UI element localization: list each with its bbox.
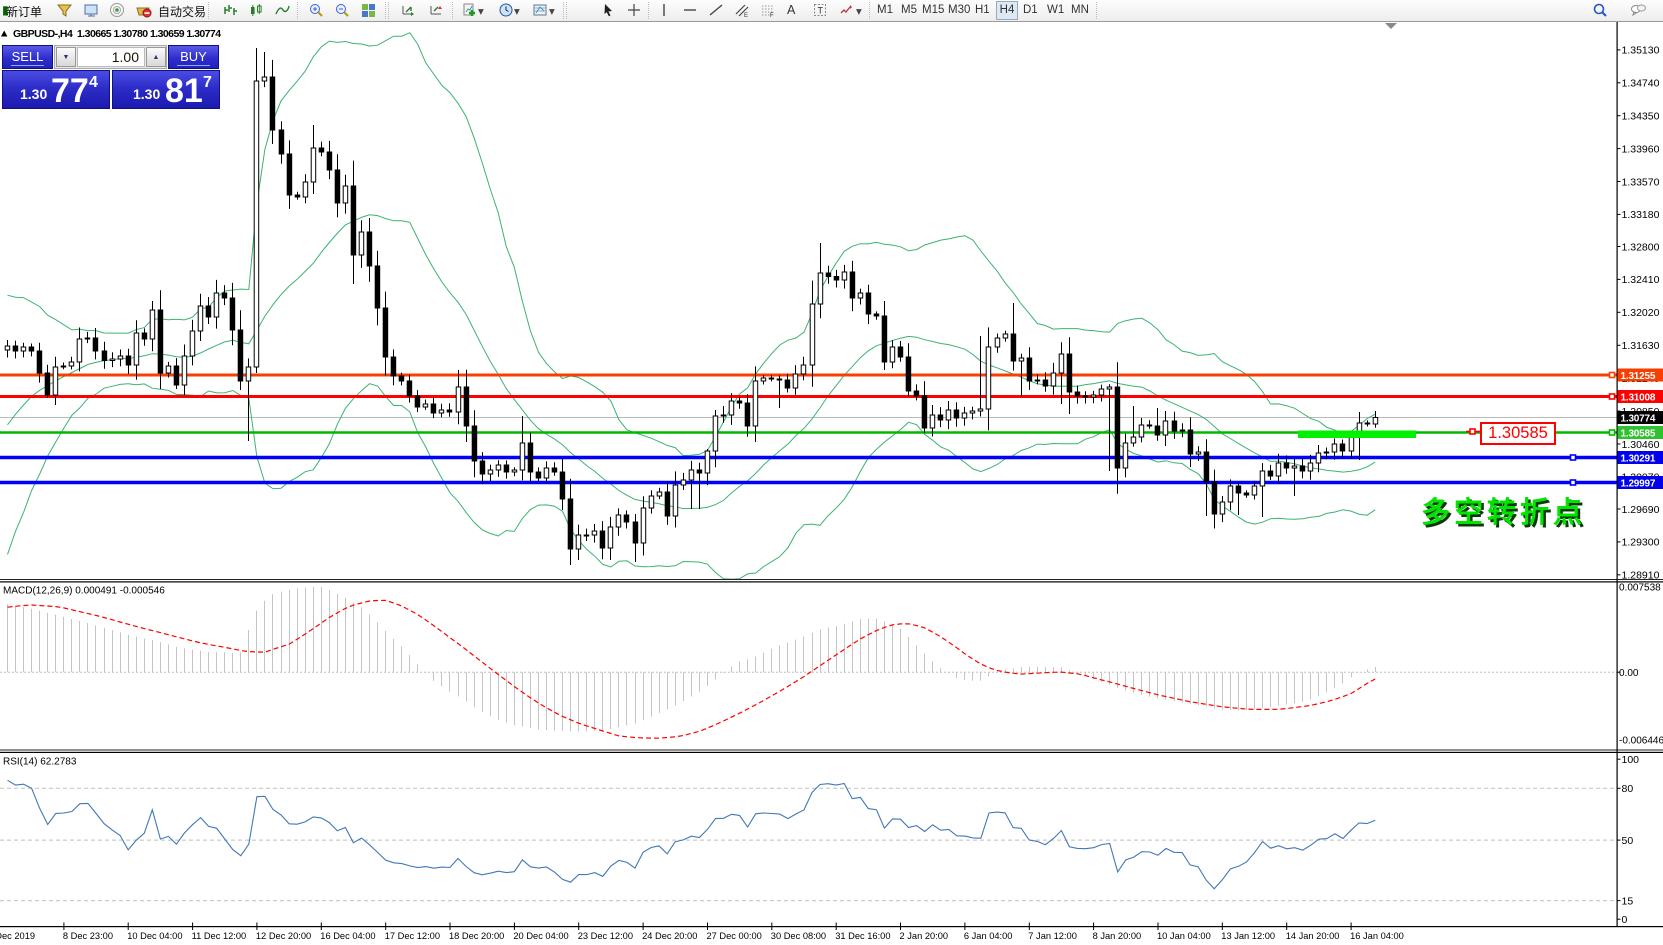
svg-text:1.29997: 1.29997 <box>1621 478 1656 489</box>
svg-text:12 Dec 20:00: 12 Dec 20:00 <box>256 931 311 941</box>
svg-text:1.28910: 1.28910 <box>1622 570 1660 582</box>
svg-text:E: E <box>744 13 748 19</box>
svg-text:50: 50 <box>1622 835 1634 847</box>
svg-text:0: 0 <box>1622 914 1628 926</box>
svg-text:1.34350: 1.34350 <box>1622 111 1660 123</box>
svg-text:15: 15 <box>1622 895 1634 907</box>
svg-text:27 Dec 00:00: 27 Dec 00:00 <box>707 931 762 941</box>
svg-text:2 Jan 20:00: 2 Jan 20:00 <box>900 931 949 941</box>
svg-text:30 Dec 08:00: 30 Dec 08:00 <box>771 931 826 941</box>
svg-text:1.32020: 1.32020 <box>1622 307 1660 319</box>
svg-text:1.30774: 1.30774 <box>1621 413 1656 424</box>
svg-text:0.00: 0.00 <box>1619 668 1639 679</box>
svg-text:17 Dec 12:00: 17 Dec 12:00 <box>385 931 440 941</box>
svg-text:1.29300: 1.29300 <box>1622 537 1660 549</box>
svg-text:80: 80 <box>1622 783 1634 795</box>
svg-text:1.29690: 1.29690 <box>1622 504 1660 516</box>
svg-text:-0.006446: -0.006446 <box>1619 736 1663 747</box>
svg-text:16 Dec 04:00: 16 Dec 04:00 <box>320 931 375 941</box>
svg-text:100: 100 <box>1622 754 1640 766</box>
svg-text:1.34740: 1.34740 <box>1622 78 1660 90</box>
svg-text:1.31255: 1.31255 <box>1621 371 1656 382</box>
svg-text:24 Dec 20:00: 24 Dec 20:00 <box>642 931 697 941</box>
svg-text:16 Jan 04:00: 16 Jan 04:00 <box>1350 931 1404 941</box>
svg-text:1.35130: 1.35130 <box>1622 45 1660 57</box>
svg-text:1.31630: 1.31630 <box>1622 340 1660 352</box>
svg-text:31 Dec 16:00: 31 Dec 16:00 <box>835 931 890 941</box>
svg-text:23 Dec 12:00: 23 Dec 12:00 <box>578 931 633 941</box>
svg-text:20 Dec 04:00: 20 Dec 04:00 <box>513 931 568 941</box>
svg-text:MACD(12,26,9) 0.000491 -0.0005: MACD(12,26,9) 0.000491 -0.000546 <box>3 586 165 597</box>
svg-text:RSI(14) 62.2783: RSI(14) 62.2783 <box>3 757 77 768</box>
svg-text:18 Dec 20:00: 18 Dec 20:00 <box>449 931 504 941</box>
svg-text:8 Jan 20:00: 8 Jan 20:00 <box>1093 931 1142 941</box>
svg-text:1.32800: 1.32800 <box>1622 241 1660 253</box>
svg-text:14 Jan 20:00: 14 Jan 20:00 <box>1286 931 1340 941</box>
svg-text:8 Dec 23:00: 8 Dec 23:00 <box>63 931 113 941</box>
svg-text:13 Jan 12:00: 13 Jan 12:00 <box>1221 931 1275 941</box>
svg-text:F: F <box>770 13 774 19</box>
svg-text:1.33180: 1.33180 <box>1622 209 1660 221</box>
svg-text:0.007538: 0.007538 <box>1619 583 1661 594</box>
svg-text:1.30585: 1.30585 <box>1621 428 1656 439</box>
svg-text:T: T <box>818 6 824 16</box>
svg-text:11 Dec 12:00: 11 Dec 12:00 <box>192 931 247 941</box>
svg-text:1.33570: 1.33570 <box>1622 176 1660 188</box>
svg-text:1.33960: 1.33960 <box>1622 143 1660 155</box>
svg-text:10 Dec 04:00: 10 Dec 04:00 <box>127 931 182 941</box>
svg-text:1.31008: 1.31008 <box>1621 392 1656 403</box>
svg-text:1.30291: 1.30291 <box>1621 453 1656 464</box>
svg-text:1.30460: 1.30460 <box>1622 439 1660 451</box>
svg-text:1.32410: 1.32410 <box>1622 274 1660 286</box>
svg-text:8 Dec 2019: 8 Dec 2019 <box>0 931 35 941</box>
svg-text:6 Jan 04:00: 6 Jan 04:00 <box>964 931 1013 941</box>
svg-text:GBPUSD-,H4 1.30665 1.30780 1.: GBPUSD-,H4 1.30665 1.30780 1.30659 1.307… <box>13 28 221 40</box>
svg-text:10 Jan 04:00: 10 Jan 04:00 <box>1157 931 1211 941</box>
svg-text:7 Jan 12:00: 7 Jan 12:00 <box>1028 931 1077 941</box>
